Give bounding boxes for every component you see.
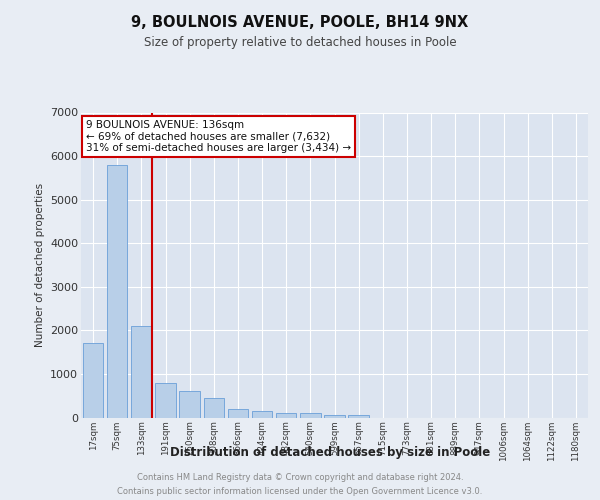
Bar xyxy=(276,413,296,418)
Text: 9, BOULNOIS AVENUE, POOLE, BH14 9NX: 9, BOULNOIS AVENUE, POOLE, BH14 9NX xyxy=(131,15,469,30)
Bar xyxy=(349,416,369,418)
Bar xyxy=(155,382,176,418)
Bar xyxy=(300,413,320,418)
Bar xyxy=(83,344,103,417)
Bar xyxy=(324,416,345,418)
Y-axis label: Number of detached properties: Number of detached properties xyxy=(35,183,44,347)
Text: 9 BOULNOIS AVENUE: 136sqm
← 69% of detached houses are smaller (7,632)
31% of se: 9 BOULNOIS AVENUE: 136sqm ← 69% of detac… xyxy=(86,120,351,154)
Bar xyxy=(131,326,152,418)
Text: Distribution of detached houses by size in Poole: Distribution of detached houses by size … xyxy=(170,446,490,459)
Bar xyxy=(179,392,200,417)
Bar xyxy=(227,409,248,418)
Bar xyxy=(203,398,224,417)
Text: Contains public sector information licensed under the Open Government Licence v3: Contains public sector information licen… xyxy=(118,486,482,496)
Bar xyxy=(107,165,127,417)
Text: Contains HM Land Registry data © Crown copyright and database right 2024.: Contains HM Land Registry data © Crown c… xyxy=(137,473,463,482)
Bar xyxy=(252,411,272,418)
Text: Size of property relative to detached houses in Poole: Size of property relative to detached ho… xyxy=(143,36,457,49)
